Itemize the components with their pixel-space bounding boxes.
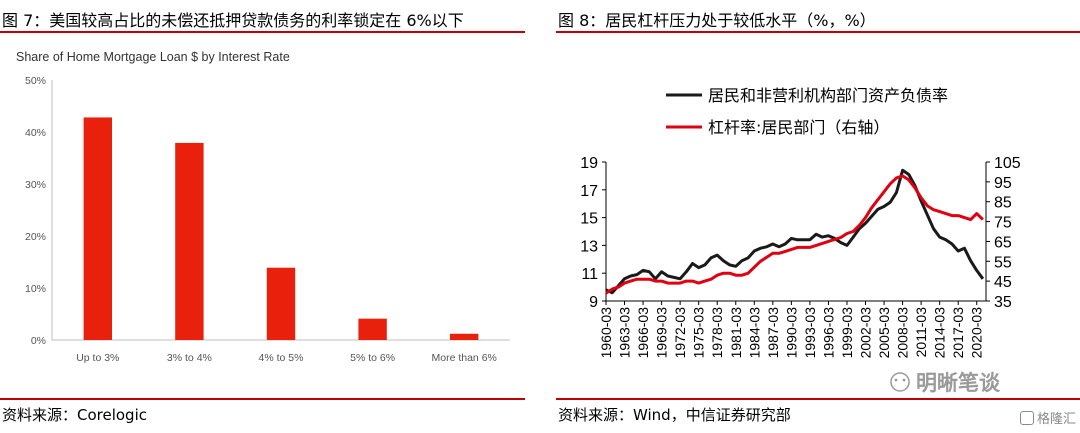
right-y-tick-label: 45 bbox=[994, 274, 1012, 291]
corner-mark-text: 格隆汇 bbox=[1036, 412, 1076, 427]
x-tick-label: 2020-03 bbox=[969, 307, 985, 359]
right-y-tick-label: 105 bbox=[994, 155, 1021, 172]
left-y-tick-label: 13 bbox=[580, 238, 598, 255]
x-tick-label: 1969-03 bbox=[654, 307, 670, 359]
bar-y-tick-label: 50% bbox=[25, 75, 46, 87]
corner-mark: 格隆汇 bbox=[1019, 408, 1076, 427]
series-line-leverage bbox=[605, 174, 984, 295]
x-tick-label: 1966-03 bbox=[635, 307, 651, 359]
bar-y-tick-label: 20% bbox=[25, 231, 46, 243]
bar-y-tick-label: 40% bbox=[25, 127, 46, 139]
x-tick-label: 2008-03 bbox=[895, 307, 911, 359]
right-bottom-rule bbox=[556, 398, 1080, 400]
bar-y-tick-label: 10% bbox=[25, 283, 46, 295]
right-y-tick-label: 75 bbox=[994, 215, 1012, 232]
bar bbox=[175, 142, 204, 340]
x-tick-label: 2005-03 bbox=[876, 307, 892, 359]
x-tick-label: 1993-03 bbox=[802, 307, 818, 359]
left-top-rule bbox=[0, 31, 525, 33]
bar bbox=[358, 318, 387, 340]
right-source-note: 资料来源：Wind，中信证券研究部 bbox=[558, 406, 791, 424]
x-tick-label: 1990-03 bbox=[783, 307, 799, 359]
left-source-note: 资料来源：Corelogic bbox=[2, 406, 147, 424]
legend-label: 杠杆率:居民部门（右轴） bbox=[708, 118, 889, 137]
left-y-tick-label: 11 bbox=[581, 266, 598, 283]
watermark: 明晰笔谈 bbox=[890, 371, 1001, 395]
x-tick-label: 1981-03 bbox=[728, 307, 744, 359]
x-tick-label: 1978-03 bbox=[709, 307, 725, 359]
x-tick-label: 1963-03 bbox=[617, 307, 633, 359]
right-y-tick-label: 85 bbox=[994, 195, 1012, 212]
left-figure-panel: 图 7：美国较高占比的未偿还抵押贷款债务的利率锁定在 6%以下 Share of… bbox=[0, 0, 525, 433]
bar-x-tick-label: Up to 3% bbox=[76, 352, 119, 364]
bar-x-tick-label: More than 6% bbox=[432, 352, 497, 364]
bar bbox=[83, 117, 112, 340]
right-y-tick-label: 65 bbox=[994, 234, 1012, 251]
watermark-text: 明晰笔谈 bbox=[916, 371, 1001, 395]
x-tick-label: 1972-03 bbox=[672, 307, 688, 359]
line-chart: 明晰笔谈 9 11 13 15 17 19 35 45 55 65 75 85 95 105 1960-03… bbox=[580, 86, 1021, 395]
x-tick-label: 2002-03 bbox=[858, 307, 874, 359]
bar-chart: Share of Home Mortgage Loan $ by Interes… bbox=[16, 50, 510, 364]
bar-x-tick-label: 3% to 4% bbox=[167, 352, 212, 364]
x-tick-label: 1960-03 bbox=[598, 307, 614, 359]
x-tick-label: 1975-03 bbox=[691, 307, 707, 359]
x-tick-label: 1984-03 bbox=[746, 307, 762, 359]
bar-y-tick-label: 30% bbox=[25, 179, 46, 191]
bar bbox=[450, 333, 479, 340]
bar-y-tick-label: 0% bbox=[31, 335, 46, 347]
bar-x-tick-label: 4% to 5% bbox=[259, 352, 304, 364]
x-tick-label: 1987-03 bbox=[765, 307, 781, 359]
bar bbox=[266, 267, 296, 340]
left-figure-title: 图 7：美国较高占比的未偿还抵押贷款债务的利率锁定在 6%以下 bbox=[2, 11, 464, 30]
left-y-tick-label: 15 bbox=[580, 211, 598, 228]
x-tick-label: 1996-03 bbox=[820, 307, 836, 359]
x-tick-label: 2011-03 bbox=[913, 307, 929, 358]
wechat-icon bbox=[890, 372, 910, 392]
bar-x-tick-label: 5% to 6% bbox=[350, 352, 395, 364]
right-figure-panel: 图 8：居民杠杆压力处于较低水平（%，%） 明晰笔谈 9 11 13 15 17 19 35… bbox=[556, 0, 1080, 433]
series-line-debt-ratio bbox=[605, 168, 985, 295]
right-figure-title: 图 8：居民杠杆压力处于较低水平（%，%） bbox=[558, 11, 876, 30]
bar-chart-title: Share of Home Mortgage Loan $ by Interes… bbox=[16, 50, 290, 64]
left-y-tick-label: 17 bbox=[580, 183, 598, 200]
x-tick-label: 1999-03 bbox=[839, 307, 855, 359]
x-tick-label: 2017-03 bbox=[950, 307, 966, 359]
right-top-rule bbox=[556, 31, 1080, 33]
right-y-tick-label: 55 bbox=[994, 254, 1012, 271]
left-bottom-rule bbox=[0, 398, 525, 400]
left-y-tick-label: 19 bbox=[580, 155, 598, 172]
legend-label: 居民和非营利机构部门资产负债率 bbox=[708, 86, 948, 105]
brand-logo-icon bbox=[1019, 410, 1034, 425]
x-tick-label: 2014-03 bbox=[932, 307, 948, 359]
left-y-tick-label: 9 bbox=[589, 294, 598, 311]
right-y-tick-label: 95 bbox=[994, 175, 1012, 192]
right-y-tick-label: 35 bbox=[994, 294, 1012, 311]
